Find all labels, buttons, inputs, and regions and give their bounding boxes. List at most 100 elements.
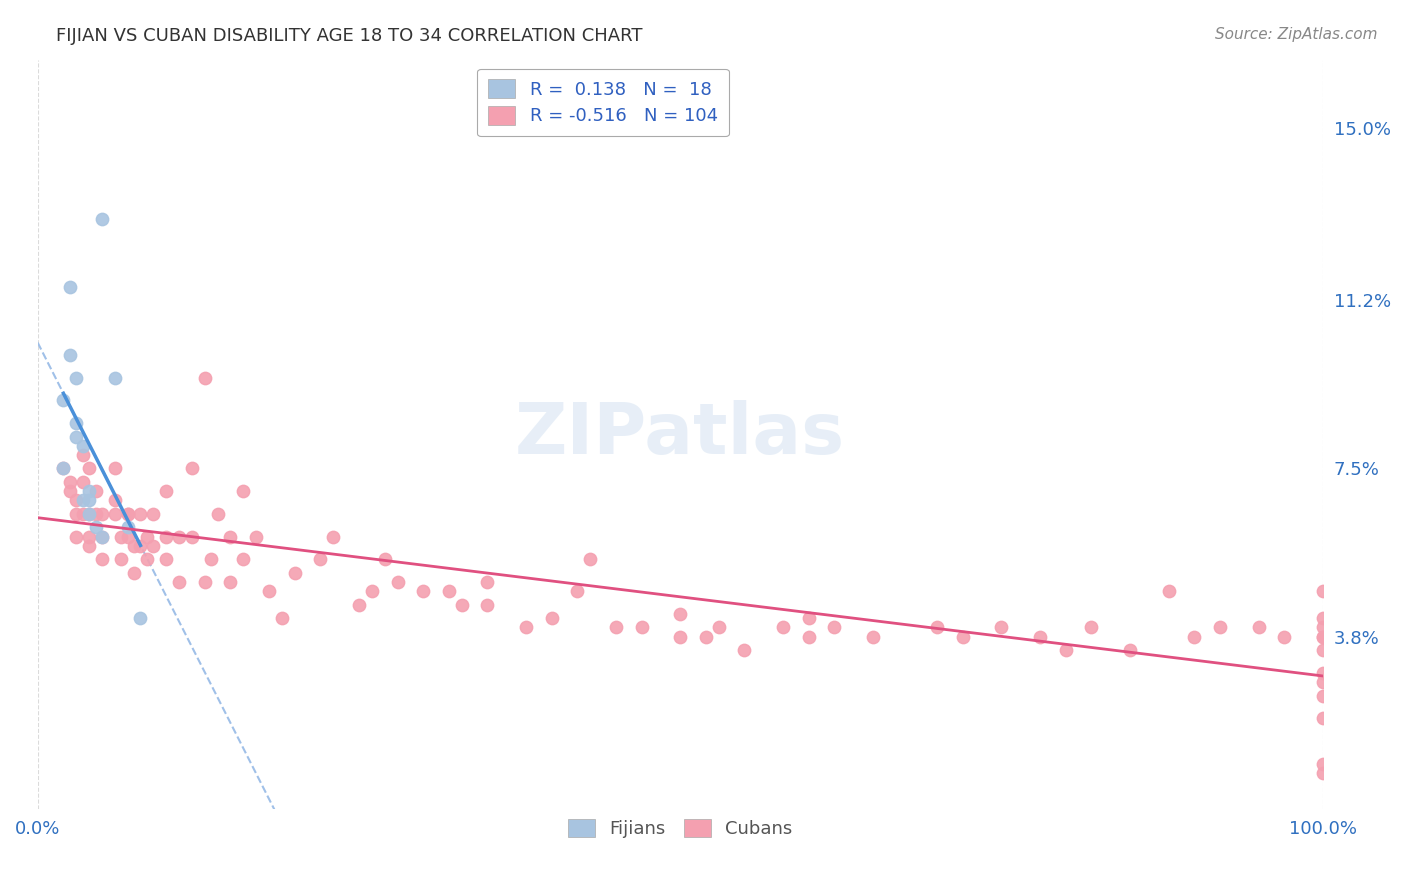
Point bbox=[91, 211, 114, 226]
Point bbox=[129, 539, 152, 553]
Point bbox=[450, 598, 472, 612]
Text: Source: ZipAtlas.com: Source: ZipAtlas.com bbox=[1215, 27, 1378, 42]
Point bbox=[540, 611, 562, 625]
Point bbox=[135, 552, 157, 566]
Point bbox=[77, 484, 100, 499]
Point bbox=[579, 552, 602, 566]
Point bbox=[142, 507, 165, 521]
Point bbox=[1312, 584, 1334, 599]
Point bbox=[65, 430, 87, 444]
Point bbox=[180, 530, 202, 544]
Point bbox=[155, 530, 177, 544]
Point bbox=[110, 552, 132, 566]
Point bbox=[104, 461, 127, 475]
Point bbox=[77, 493, 100, 508]
Point bbox=[797, 630, 820, 644]
Point bbox=[155, 484, 177, 499]
Text: ZIPatlas: ZIPatlas bbox=[515, 400, 845, 469]
Point bbox=[477, 574, 499, 589]
Point bbox=[52, 393, 75, 408]
Point bbox=[360, 584, 382, 599]
Point bbox=[1312, 756, 1334, 771]
Point bbox=[1312, 643, 1334, 657]
Point bbox=[1312, 630, 1334, 644]
Point bbox=[322, 530, 344, 544]
Point bbox=[232, 552, 254, 566]
Point bbox=[104, 493, 127, 508]
Point bbox=[104, 507, 127, 521]
Point bbox=[84, 520, 107, 534]
Point bbox=[155, 552, 177, 566]
Point bbox=[207, 507, 229, 521]
Point bbox=[862, 630, 884, 644]
Point bbox=[630, 620, 652, 634]
Point bbox=[122, 539, 145, 553]
Point bbox=[65, 507, 87, 521]
Point bbox=[257, 584, 280, 599]
Point bbox=[1312, 765, 1334, 780]
Point bbox=[194, 574, 217, 589]
Point bbox=[1029, 630, 1052, 644]
Point bbox=[437, 584, 460, 599]
Point bbox=[1272, 630, 1295, 644]
Point bbox=[59, 279, 82, 293]
Point bbox=[77, 507, 100, 521]
Point bbox=[927, 620, 949, 634]
Point bbox=[77, 539, 100, 553]
Point bbox=[669, 607, 692, 621]
Point bbox=[695, 630, 717, 644]
Point bbox=[91, 530, 114, 544]
Point bbox=[65, 416, 87, 430]
Point bbox=[515, 620, 537, 634]
Point bbox=[72, 448, 94, 462]
Point bbox=[65, 530, 87, 544]
Point bbox=[91, 507, 114, 521]
Text: FIJIAN VS CUBAN DISABILITY AGE 18 TO 34 CORRELATION CHART: FIJIAN VS CUBAN DISABILITY AGE 18 TO 34 … bbox=[56, 27, 643, 45]
Point bbox=[347, 598, 370, 612]
Point bbox=[65, 493, 87, 508]
Point bbox=[707, 620, 730, 634]
Point bbox=[1247, 620, 1270, 634]
Point bbox=[284, 566, 307, 580]
Point bbox=[477, 598, 499, 612]
Point bbox=[1182, 630, 1205, 644]
Point bbox=[270, 611, 292, 625]
Point bbox=[77, 507, 100, 521]
Point bbox=[823, 620, 845, 634]
Point bbox=[374, 552, 396, 566]
Point bbox=[59, 484, 82, 499]
Point bbox=[990, 620, 1012, 634]
Point bbox=[72, 507, 94, 521]
Point bbox=[200, 552, 222, 566]
Point bbox=[1312, 675, 1334, 690]
Point bbox=[77, 530, 100, 544]
Point bbox=[84, 507, 107, 521]
Point bbox=[309, 552, 332, 566]
Point bbox=[232, 484, 254, 499]
Point bbox=[1119, 643, 1142, 657]
Point bbox=[412, 584, 434, 599]
Point bbox=[117, 520, 139, 534]
Point bbox=[167, 574, 190, 589]
Point bbox=[1312, 620, 1334, 634]
Point bbox=[84, 484, 107, 499]
Point bbox=[797, 611, 820, 625]
Point bbox=[129, 507, 152, 521]
Point bbox=[59, 475, 82, 489]
Point bbox=[1080, 620, 1102, 634]
Point bbox=[91, 552, 114, 566]
Point bbox=[194, 370, 217, 384]
Point bbox=[567, 584, 589, 599]
Point bbox=[104, 370, 127, 384]
Legend: Fijians, Cubans: Fijians, Cubans bbox=[561, 812, 800, 845]
Point bbox=[669, 630, 692, 644]
Point bbox=[772, 620, 794, 634]
Point bbox=[605, 620, 627, 634]
Point bbox=[117, 507, 139, 521]
Point bbox=[387, 574, 409, 589]
Point bbox=[72, 493, 94, 508]
Point bbox=[142, 539, 165, 553]
Point bbox=[65, 370, 87, 384]
Point bbox=[72, 475, 94, 489]
Point bbox=[77, 461, 100, 475]
